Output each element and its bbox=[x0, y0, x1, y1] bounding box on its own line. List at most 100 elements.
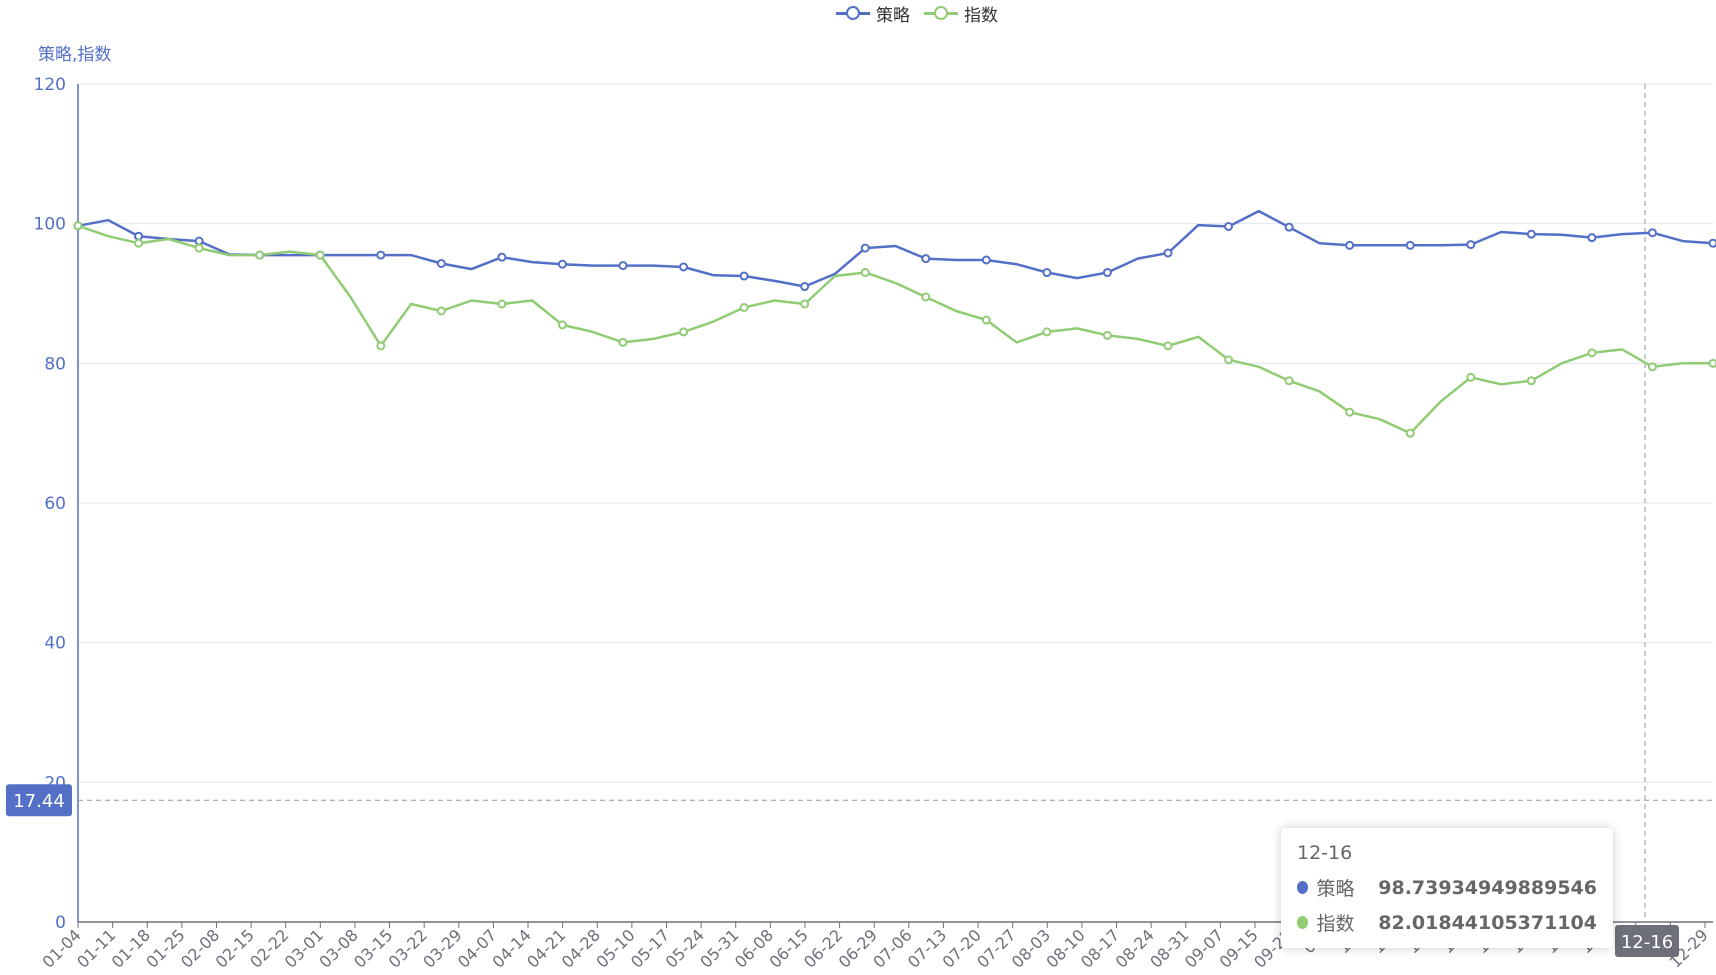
x-tick-label: 01-18 bbox=[108, 925, 154, 971]
x-tick-label: 08-10 bbox=[1042, 925, 1088, 971]
data-point bbox=[1708, 238, 1716, 248]
x-tick-label: 06-22 bbox=[800, 925, 846, 971]
y-axis-title: 策略,指数 bbox=[38, 45, 112, 65]
data-point bbox=[739, 271, 749, 281]
data-point bbox=[1405, 428, 1415, 438]
data-point bbox=[1526, 229, 1536, 239]
data-point bbox=[679, 327, 689, 337]
x-tick-label: 03-29 bbox=[419, 925, 465, 971]
y-tick-label: 80 bbox=[44, 354, 66, 374]
data-point bbox=[134, 231, 144, 241]
x-tick-label: 05-24 bbox=[662, 925, 708, 971]
data-point bbox=[800, 299, 810, 309]
x-tick-label: 09-15 bbox=[1215, 925, 1261, 971]
data-point bbox=[1405, 240, 1415, 250]
tooltip-series-value: 82.01844105371104 bbox=[1378, 911, 1597, 934]
axis-pointer-x-badge bbox=[1615, 925, 1679, 957]
data-point bbox=[860, 268, 870, 278]
legend-item-index[interactable]: 指数 bbox=[924, 1, 998, 26]
data-point bbox=[618, 261, 628, 271]
data-point bbox=[981, 255, 991, 265]
data-point bbox=[255, 250, 265, 260]
tooltip-series-name: 策略 bbox=[1316, 878, 1355, 900]
x-tick-label: 03-22 bbox=[385, 925, 431, 971]
data-point bbox=[1708, 358, 1716, 368]
legend-line-icon bbox=[924, 5, 958, 21]
x-tick-label: 04-14 bbox=[489, 925, 535, 971]
data-point bbox=[618, 337, 628, 347]
x-tick-label: 01-25 bbox=[142, 925, 188, 971]
data-point bbox=[1042, 268, 1052, 278]
x-tick-label: 03-01 bbox=[281, 925, 327, 971]
data-point bbox=[1284, 222, 1294, 232]
data-point bbox=[134, 238, 144, 248]
data-point bbox=[1587, 233, 1597, 243]
x-tick-label: 07-20 bbox=[939, 925, 985, 971]
data-point bbox=[1224, 221, 1234, 231]
data-point bbox=[497, 299, 507, 309]
x-tick-label: 05-31 bbox=[696, 925, 742, 971]
data-point bbox=[1163, 341, 1173, 351]
data-point bbox=[1647, 228, 1657, 238]
data-point bbox=[73, 221, 83, 231]
x-tick-label: 02-22 bbox=[246, 925, 292, 971]
axis-pointer-y-label: 17.44 bbox=[13, 791, 65, 812]
x-tick-label: 01-11 bbox=[73, 925, 119, 971]
tooltip-row-index: 指数 82.01844105371104 bbox=[1297, 905, 1597, 940]
x-tick-label: 08-03 bbox=[1008, 925, 1054, 971]
y-tick-label: 40 bbox=[44, 634, 66, 654]
data-point bbox=[436, 306, 446, 316]
data-point bbox=[860, 243, 870, 253]
series-dot-icon bbox=[1297, 881, 1309, 894]
x-tick-label: 09-07 bbox=[1181, 925, 1227, 971]
data-point bbox=[739, 302, 749, 312]
series-line-0 bbox=[77, 209, 1714, 288]
tooltip-date: 12-16 bbox=[1297, 842, 1353, 864]
legend-label-strategy: 策略 bbox=[876, 5, 910, 26]
y-tick-label: 60 bbox=[44, 494, 66, 514]
x-tick-label: 08-31 bbox=[1146, 925, 1192, 971]
x-tick-label: 08-24 bbox=[1112, 925, 1158, 971]
tooltip-row-strategy: 策略 98.73934949889546 bbox=[1297, 870, 1597, 905]
y-tick-label: 0 bbox=[55, 913, 66, 933]
legend-item-strategy[interactable]: 策略 bbox=[836, 1, 910, 26]
x-tick-label: 04-28 bbox=[558, 925, 604, 971]
tooltip: 12-16 策略 98.73934949889546 指数 82.0184410… bbox=[1281, 828, 1613, 948]
data-point bbox=[1224, 355, 1234, 365]
x-tick-label: 06-29 bbox=[835, 925, 881, 971]
data-point bbox=[1466, 240, 1476, 250]
x-tick-label: 07-13 bbox=[904, 925, 950, 971]
y-tick-label: 120 bbox=[34, 75, 66, 95]
data-point bbox=[1345, 240, 1355, 250]
x-tick-label: 06-08 bbox=[731, 925, 777, 971]
x-tick-label: 07-27 bbox=[973, 925, 1019, 971]
data-point bbox=[1345, 407, 1355, 417]
data-point bbox=[436, 258, 446, 268]
x-tick-label: 05-17 bbox=[627, 925, 673, 971]
data-point bbox=[1042, 327, 1052, 337]
y-tick-label: 100 bbox=[34, 215, 66, 235]
data-point bbox=[497, 252, 507, 262]
x-tick-label: 08-17 bbox=[1077, 925, 1123, 971]
data-point bbox=[921, 254, 931, 264]
data-point bbox=[194, 236, 204, 246]
data-point bbox=[557, 259, 567, 269]
legend: 策略 指数 bbox=[836, 0, 998, 26]
x-tick-label: 05-10 bbox=[592, 925, 638, 971]
x-tick-label: 07-06 bbox=[869, 925, 915, 971]
series-dot-icon bbox=[1297, 916, 1309, 929]
data-point bbox=[679, 262, 689, 272]
data-point bbox=[557, 320, 567, 330]
data-point bbox=[194, 243, 204, 253]
data-point bbox=[376, 341, 386, 351]
data-point bbox=[800, 282, 810, 292]
x-tick-label: 02-08 bbox=[177, 925, 223, 971]
tooltip-series-value: 98.73934949889546 bbox=[1378, 876, 1597, 899]
data-point bbox=[1163, 248, 1173, 258]
x-tick-label: 06-15 bbox=[765, 925, 811, 971]
data-point bbox=[315, 250, 325, 260]
axis-pointer-y-badge bbox=[6, 784, 72, 817]
tooltip-series-name: 指数 bbox=[1316, 913, 1355, 935]
data-point bbox=[1102, 330, 1112, 340]
data-point bbox=[1466, 372, 1476, 382]
